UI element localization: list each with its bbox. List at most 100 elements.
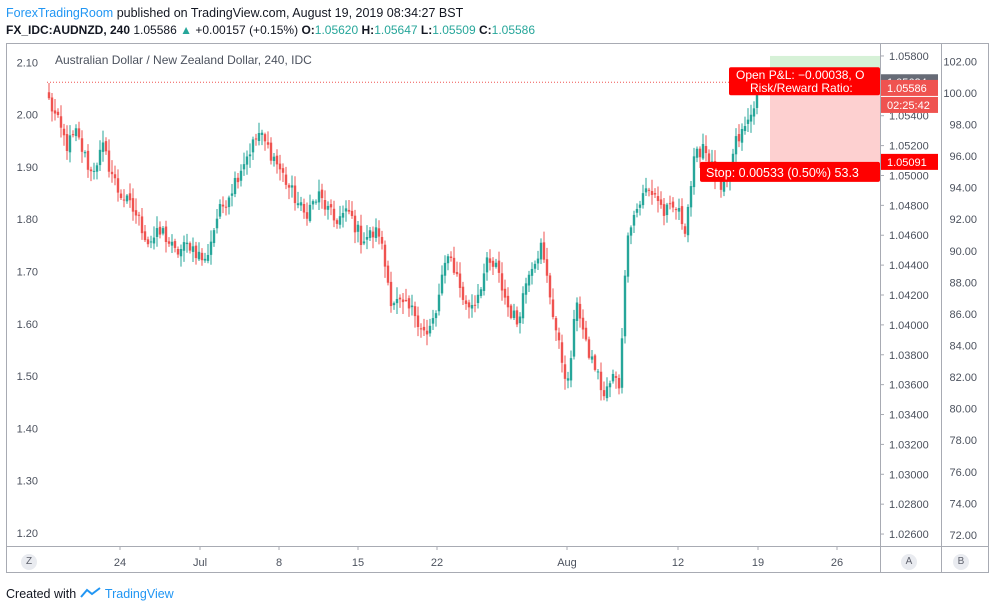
candle-body	[491, 260, 495, 267]
candle-body	[704, 146, 708, 154]
candle-body	[749, 114, 753, 122]
left-axis-tick-label: 2.00	[17, 110, 38, 122]
candle-body	[368, 230, 372, 238]
candle-body	[476, 294, 480, 304]
candle-body	[185, 242, 189, 245]
candle-body	[656, 196, 660, 201]
candle-body	[524, 283, 528, 295]
published-text: published on TradingView.com, August 19,…	[116, 6, 464, 20]
candle-body	[650, 191, 654, 195]
candle-body	[149, 241, 153, 243]
candle-body	[719, 177, 723, 190]
candle-body	[644, 188, 648, 193]
candle-body	[467, 302, 471, 308]
candle-body	[620, 338, 624, 388]
candle-body	[599, 371, 603, 391]
high-label: H:	[361, 23, 375, 37]
candle-body	[542, 242, 546, 260]
candle-body	[419, 328, 423, 330]
price-label-last-box	[881, 79, 938, 96]
candle-body	[206, 254, 210, 261]
brand-link[interactable]: ForexTradingRoom	[6, 6, 114, 20]
candle-body	[143, 231, 147, 241]
candle-body	[161, 228, 165, 234]
candle-body	[578, 303, 582, 319]
candle-body	[323, 200, 327, 210]
candle-body	[272, 156, 276, 161]
candle-body	[572, 318, 576, 357]
candle-body	[635, 208, 639, 213]
candle-body	[608, 383, 612, 388]
candle-body	[746, 119, 750, 124]
candle-body	[389, 281, 393, 307]
candle-body	[329, 204, 333, 208]
candle-body	[311, 201, 315, 205]
price-axis-tick-label: 1.02800	[889, 499, 929, 511]
candle-body	[689, 186, 693, 208]
candle-body	[65, 134, 69, 151]
candle-body	[80, 138, 84, 152]
candle-body	[200, 252, 204, 261]
candle-body	[179, 248, 183, 257]
candle-body	[506, 295, 510, 308]
candle-body	[536, 258, 540, 264]
candle-body	[611, 373, 615, 382]
candle-body	[533, 263, 537, 269]
candle-body	[407, 298, 411, 309]
go-to-date-button[interactable]: Z	[21, 554, 37, 570]
price-axis-tick-label: 1.03000	[889, 469, 929, 481]
candle-body	[641, 193, 645, 206]
right-axis-tick-label: 82.00	[949, 372, 977, 384]
candle-body	[239, 170, 243, 181]
log-scale-button[interactable]: B	[953, 554, 969, 570]
close-label: C:	[478, 23, 492, 37]
candle-body	[263, 134, 267, 142]
right-axis-tick-label: 94.00	[949, 183, 977, 195]
candle-body	[527, 274, 531, 286]
candle-body	[404, 300, 408, 302]
time-axis-tick-label: 12	[672, 557, 684, 569]
candle-body	[488, 258, 492, 263]
candle-body	[251, 139, 255, 153]
candle-body	[53, 110, 57, 114]
left-axis-tick-label: 1.20	[17, 528, 38, 540]
candle-body	[299, 202, 303, 206]
candle-body	[275, 155, 279, 165]
candle-body	[398, 297, 402, 300]
price-axis-tick-label: 1.02600	[889, 529, 929, 541]
candle-body	[380, 236, 384, 244]
candle-body	[155, 228, 159, 237]
tradingview-logo-icon	[79, 587, 101, 598]
auto-scale-button[interactable]: A	[901, 554, 917, 570]
candle-body	[638, 204, 642, 208]
time-axis-tick-label: 15	[352, 557, 364, 569]
chart-frame	[6, 43, 989, 573]
candle-body	[422, 326, 426, 331]
candle-body	[563, 364, 567, 379]
candle-body	[629, 227, 633, 236]
open-value: 1.05620	[314, 23, 359, 37]
candle-body	[152, 237, 156, 244]
candle-body	[545, 259, 549, 276]
candle-body	[425, 330, 429, 335]
tradingview-link[interactable]: TradingView	[104, 587, 174, 601]
candle-body	[278, 163, 282, 170]
candle-body	[626, 235, 630, 277]
right-axis-tick-label: 76.00	[949, 467, 977, 479]
candle-body	[284, 174, 288, 185]
candle-body	[437, 294, 441, 312]
right-axis-tick-label: 92.00	[949, 214, 977, 226]
right-axis-tick-label: 90.00	[949, 246, 977, 258]
candle-body	[128, 193, 132, 201]
right-axis-tick-label: 78.00	[949, 435, 977, 447]
candle-body	[464, 300, 468, 304]
candle-body	[551, 299, 555, 318]
candle-body	[248, 154, 252, 157]
candle-body	[617, 378, 621, 389]
candle-body	[416, 315, 420, 328]
candle-body	[458, 273, 462, 288]
candle-body	[116, 178, 120, 193]
candle-body	[413, 306, 417, 317]
candle-body	[269, 142, 273, 161]
